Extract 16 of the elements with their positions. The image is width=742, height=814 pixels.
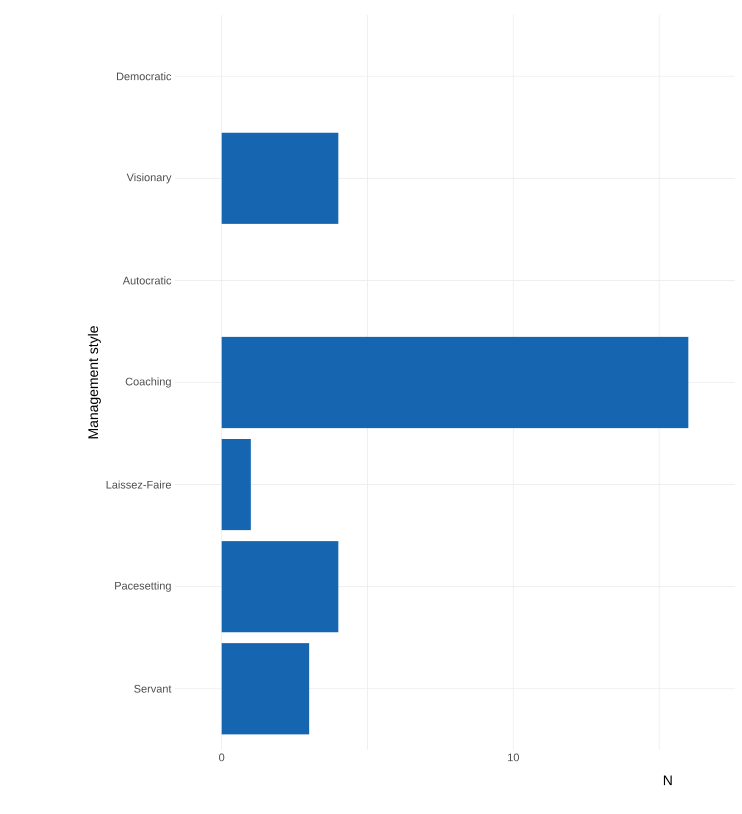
bar bbox=[222, 438, 251, 530]
y-tick-label: Democratic bbox=[116, 72, 172, 80]
bar bbox=[222, 541, 338, 632]
bar bbox=[222, 336, 688, 428]
y-tick-label: Autocratic bbox=[122, 276, 172, 284]
y-tick-label: Coaching bbox=[126, 377, 171, 388]
y-tick-label: Pacesetting bbox=[115, 582, 171, 592]
bar bbox=[222, 643, 310, 734]
y-tick-label: Visionary bbox=[126, 173, 172, 184]
x-tick-label: 10 bbox=[508, 754, 519, 762]
x-axis-title: N bbox=[664, 776, 672, 786]
bar bbox=[222, 132, 338, 224]
x-tick-label: 0 bbox=[219, 754, 224, 762]
y-tick-label: Laissez-Faire bbox=[106, 480, 171, 489]
y-axis-title: Management style bbox=[88, 326, 101, 438]
y-tick-label: Servant bbox=[134, 684, 172, 693]
